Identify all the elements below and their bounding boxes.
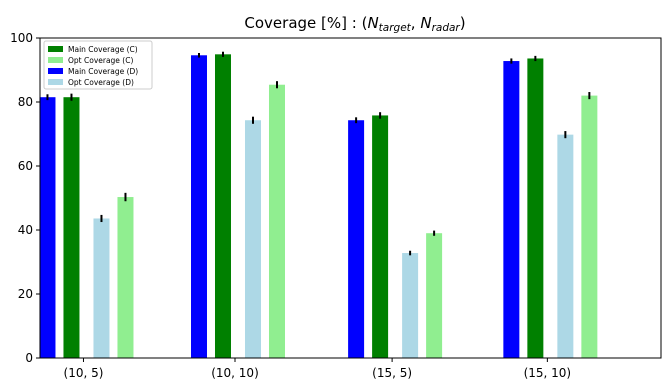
bar-s1-c0 [63, 97, 80, 358]
legend-swatch-3 [48, 79, 63, 85]
x-tick-label-1: (10, 10) [211, 366, 259, 380]
title-suffix: ) [460, 14, 466, 32]
plot-frame [39, 37, 662, 359]
legend-entry-0: Main Coverage (C) [68, 45, 138, 54]
legend-swatch-0 [48, 46, 63, 52]
y-tick-label-4: 80 [18, 95, 33, 109]
x-tick-label-0: (10, 5) [64, 366, 104, 380]
bar-s0-c1 [190, 55, 207, 358]
bar-s3-c3 [581, 95, 598, 358]
y-tick-label-0: 0 [25, 351, 33, 365]
bar-s2-c1 [244, 120, 261, 359]
bar-s1-c3 [527, 58, 544, 358]
bar-s0-c3 [503, 61, 520, 358]
bar-s2-c3 [557, 134, 574, 358]
x-tick-label-2: (15, 5) [372, 366, 412, 380]
y-tick-label-3: 60 [18, 159, 33, 173]
chart-title: Coverage [%] : (Ntarget, Nradar) [244, 14, 465, 34]
bar-s3-c0 [117, 197, 134, 358]
bar-s2-c0 [93, 218, 110, 358]
x-tick-label-3: (15, 10) [524, 366, 572, 380]
legend-swatch-2 [48, 68, 63, 74]
bar-s2-c2 [402, 253, 419, 358]
bar-s1-c1 [214, 54, 231, 358]
legend-entry-2: Main Coverage (D) [68, 67, 138, 76]
y-tick-label-2: 40 [18, 223, 33, 237]
bar-s0-c2 [348, 120, 365, 359]
title-n-target: N [367, 14, 378, 32]
title-prefix: Coverage [%] : ( [244, 14, 367, 32]
legend-box [43, 40, 153, 90]
title-sub-radar: radar [432, 22, 461, 34]
legend-entry-1: Opt Coverage (C) [68, 56, 133, 65]
y-tick-label-1: 20 [18, 287, 33, 301]
legend-entry-3: Opt Coverage (D) [68, 78, 134, 87]
plot-area: 0 20 40 60 80 100 (10, 5) (10, 10) (15, 5) (15, 1… [10, 31, 662, 380]
title-separator: , [411, 14, 421, 32]
bar-s3-c1 [268, 84, 285, 358]
bar-s0-c0 [39, 97, 56, 358]
title-n-radar: N [420, 14, 431, 32]
y-tick-label-5: 100 [10, 31, 33, 45]
legend-swatch-1 [48, 57, 63, 63]
bar-s1-c2 [372, 115, 389, 358]
bar-s3-c2 [426, 233, 443, 358]
title-sub-target: target [379, 22, 412, 34]
